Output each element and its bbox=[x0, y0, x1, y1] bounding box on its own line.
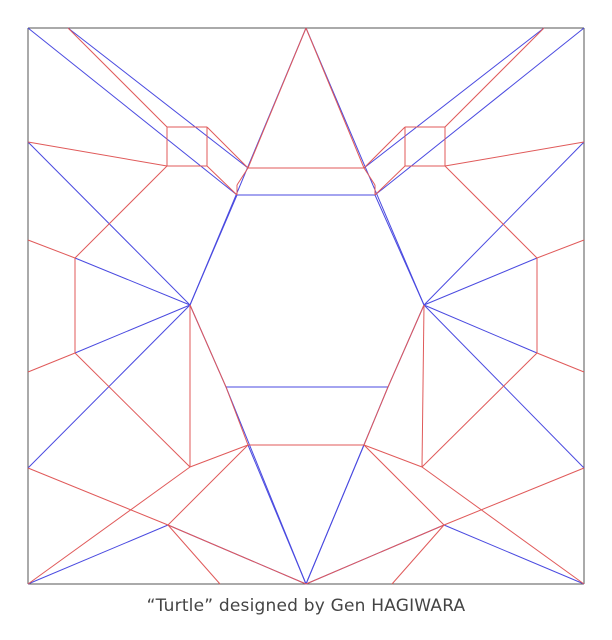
valley-crease bbox=[28, 28, 237, 195]
mountain-crease bbox=[364, 445, 422, 467]
mountain-crease bbox=[28, 353, 75, 372]
mountain-crease bbox=[237, 168, 248, 185]
caption: “Turtle” designed by Gen HAGIWARA bbox=[0, 596, 612, 616]
mountain-crease bbox=[207, 166, 237, 195]
mountain-crease bbox=[248, 28, 306, 168]
mountain-crease bbox=[364, 387, 388, 445]
valley-crease bbox=[364, 28, 544, 168]
mountain-crease bbox=[75, 166, 167, 258]
valley-crease bbox=[375, 28, 584, 195]
mountain-crease bbox=[75, 353, 190, 467]
mountain-crease bbox=[375, 166, 405, 195]
mountain-crease bbox=[207, 127, 248, 168]
mountain-crease bbox=[28, 468, 168, 525]
mountain-crease bbox=[444, 468, 584, 525]
mountain-crease bbox=[364, 127, 405, 168]
mountain-crease bbox=[537, 240, 584, 258]
mountain-crease bbox=[392, 525, 444, 584]
mountain-crease bbox=[445, 28, 544, 127]
valley-crease bbox=[424, 142, 584, 305]
mountain-crease bbox=[190, 445, 248, 467]
mountain-crease bbox=[226, 387, 248, 445]
mountain-crease bbox=[28, 240, 75, 258]
mountain-crease bbox=[364, 168, 375, 185]
mountain-crease bbox=[537, 353, 584, 372]
mountain-crease bbox=[445, 142, 584, 166]
mountain-crease bbox=[445, 166, 537, 258]
valley-crease bbox=[424, 258, 537, 305]
valley-crease bbox=[75, 305, 190, 353]
valley-crease bbox=[424, 305, 584, 468]
valley-crease bbox=[424, 305, 537, 353]
mountain-crease bbox=[306, 28, 364, 168]
mountain-crease bbox=[190, 305, 226, 387]
valley-crease bbox=[75, 258, 190, 305]
mountain-crease bbox=[422, 353, 537, 467]
mountain-crease bbox=[168, 525, 220, 584]
mountain-crease bbox=[388, 305, 424, 387]
mountain-crease bbox=[422, 305, 424, 467]
valley-crease bbox=[68, 28, 248, 168]
mountain-crease bbox=[68, 28, 167, 127]
